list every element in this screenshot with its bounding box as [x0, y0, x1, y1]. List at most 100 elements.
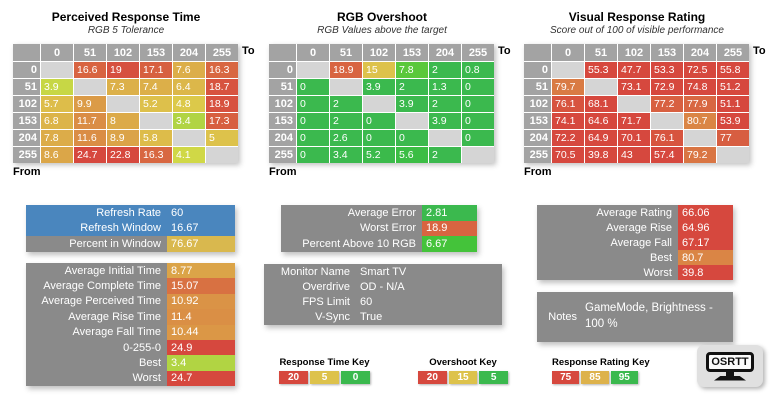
notes-panel: Notes GameMode, Brightness - 100 %	[537, 292, 733, 342]
row-header: 51	[524, 79, 551, 95]
heatmap-cell: 57.4	[651, 147, 683, 163]
stat-value: 6.67	[422, 236, 477, 252]
table-title: Visual Response Rating	[568, 10, 706, 24]
key-swatch: 15	[448, 371, 478, 384]
column-header: 102	[107, 44, 139, 61]
stat-label: 0-255-0	[123, 341, 161, 354]
stat-value: 24.7	[167, 370, 235, 387]
column-header: 255	[717, 44, 749, 61]
row-header: 204	[13, 130, 40, 146]
heatmap-cell: 76.1	[651, 130, 683, 146]
heatmap-cell: 70.5	[552, 147, 584, 163]
heatmap-blank-cell	[173, 130, 205, 146]
rgb-overshoot-heatmap: 0 51 102 153 204 255 0 18.9 15 7.8 2 0.8 51 0 3.9 2 1.3 0…	[269, 44, 494, 163]
monitor-icon: OSRTT	[706, 351, 754, 372]
table-title: Perceived Response Time	[51, 10, 201, 24]
heatmap-cell: 0	[462, 79, 494, 95]
key-swatch: 20	[279, 371, 308, 384]
stat-label: Overdrive	[302, 280, 350, 293]
column-header: 204	[173, 44, 205, 61]
key-swatch: 75	[552, 371, 580, 384]
stat-value: 66.06	[678, 205, 733, 220]
axis-from-label: From	[524, 166, 552, 178]
heatmap-cell: 5	[206, 130, 238, 146]
stat-label: Percent in Window	[69, 237, 161, 250]
stat-row: Best 3.4	[26, 355, 235, 371]
heatmap-cell: 19	[107, 62, 139, 78]
key-swatch: 20	[418, 371, 447, 384]
row-header: 255	[524, 147, 551, 163]
key-swatch-row: 20 5 0	[279, 371, 370, 384]
heatmap-cell: 0	[363, 130, 395, 146]
heatmap-cell: 17.3	[206, 113, 238, 129]
monitor-info-panel: Monitor Name Smart TV Overdrive OD - N/A FPS…	[264, 264, 502, 325]
column-header: 255	[206, 44, 238, 61]
monitor-stand-base	[714, 375, 746, 381]
heatmap-cell: 9.9	[74, 96, 106, 112]
row-header: 255	[269, 147, 296, 163]
heatmap-cell: 71.7	[618, 113, 650, 129]
stat-label: Average Fall	[610, 236, 672, 249]
stat-value: 15.07	[167, 278, 235, 294]
heatmap-cell: 70.1	[618, 130, 650, 146]
stat-row: Worst 24.7	[26, 370, 235, 387]
heatmap-cell: 0	[462, 96, 494, 112]
heatmap-blank-cell	[396, 113, 428, 129]
stat-label: Percent Above 10 RGB	[302, 237, 416, 250]
heatmap-cell: 74.1	[552, 113, 584, 129]
stat-value: 10.92	[167, 293, 235, 310]
heatmap-cell: 7.8	[396, 62, 428, 78]
heatmap-cell: 0	[297, 96, 329, 112]
stat-row: Average Rise 64.96	[537, 220, 733, 235]
stat-label: Refresh Window	[80, 222, 161, 235]
heatmap-cell: 0	[297, 113, 329, 129]
row-header: 51	[269, 79, 296, 95]
stat-label: Worst Error	[359, 222, 416, 235]
stat-label: Average Rise	[606, 221, 672, 234]
monitor-stand-pole	[726, 371, 734, 376]
stat-value: Smart TV	[360, 265, 407, 278]
stat-row: Refresh Rate 60	[26, 205, 235, 221]
stat-row: V-Sync True	[264, 310, 502, 325]
stat-label: Best	[649, 251, 672, 264]
row-header: 153	[269, 113, 296, 129]
stat-row: Percent Above 10 RGB 6.67	[281, 236, 477, 252]
key-title: Response Time Key	[279, 357, 370, 368]
heatmap-blank-cell	[618, 96, 650, 112]
heatmap-cell: 17.1	[140, 62, 172, 78]
stat-label: Average Error	[347, 206, 416, 219]
heatmap-cell: 0	[462, 130, 494, 146]
table-subtitle: RGB 5 Tolerance	[87, 25, 165, 36]
heatmap-blank-cell	[684, 130, 716, 146]
stat-label: V-Sync	[315, 311, 350, 324]
heatmap-cell: 47.7	[618, 62, 650, 78]
row-header: 153	[13, 113, 40, 129]
response-time-key: Response Time Key 20 5 0	[279, 357, 370, 384]
key-swatch: 0	[341, 371, 370, 384]
heatmap-cell: 79.2	[684, 147, 716, 163]
stat-label: Worst	[643, 266, 672, 279]
column-header: 153	[396, 44, 428, 61]
stat-label: Average Rise Time	[68, 310, 161, 323]
heatmap-cell: 7.8	[41, 130, 73, 146]
key-swatch: 85	[581, 371, 609, 384]
stat-row: Percent in Window 76.67	[26, 236, 235, 252]
heatmap-cell: 11.6	[74, 130, 106, 146]
heatmap-cell: 6.8	[41, 113, 73, 129]
column-header: 51	[74, 44, 106, 61]
stat-value: 67.17	[678, 235, 733, 250]
stat-row: Overdrive OD - N/A	[264, 279, 502, 294]
response-time-stats-panel: Average Initial Time 8.77 Average Complete…	[26, 263, 235, 387]
key-title: Response Rating Key	[552, 357, 650, 368]
stat-label: Monitor Name	[280, 265, 350, 278]
axis-to-label: To	[498, 45, 511, 57]
osrtt-logo-text: OSRTT	[711, 355, 749, 368]
row-header: 102	[13, 96, 40, 112]
heatmap-cell: 72.2	[552, 130, 584, 146]
row-header: 204	[269, 130, 296, 146]
stat-label: FPS Limit	[302, 295, 350, 308]
heatmap-cell: 72.9	[651, 79, 683, 95]
heatmap-cell: 1.3	[429, 79, 461, 95]
heatmap-blank-cell	[140, 113, 172, 129]
heatmap-cell: 51.1	[717, 96, 749, 112]
